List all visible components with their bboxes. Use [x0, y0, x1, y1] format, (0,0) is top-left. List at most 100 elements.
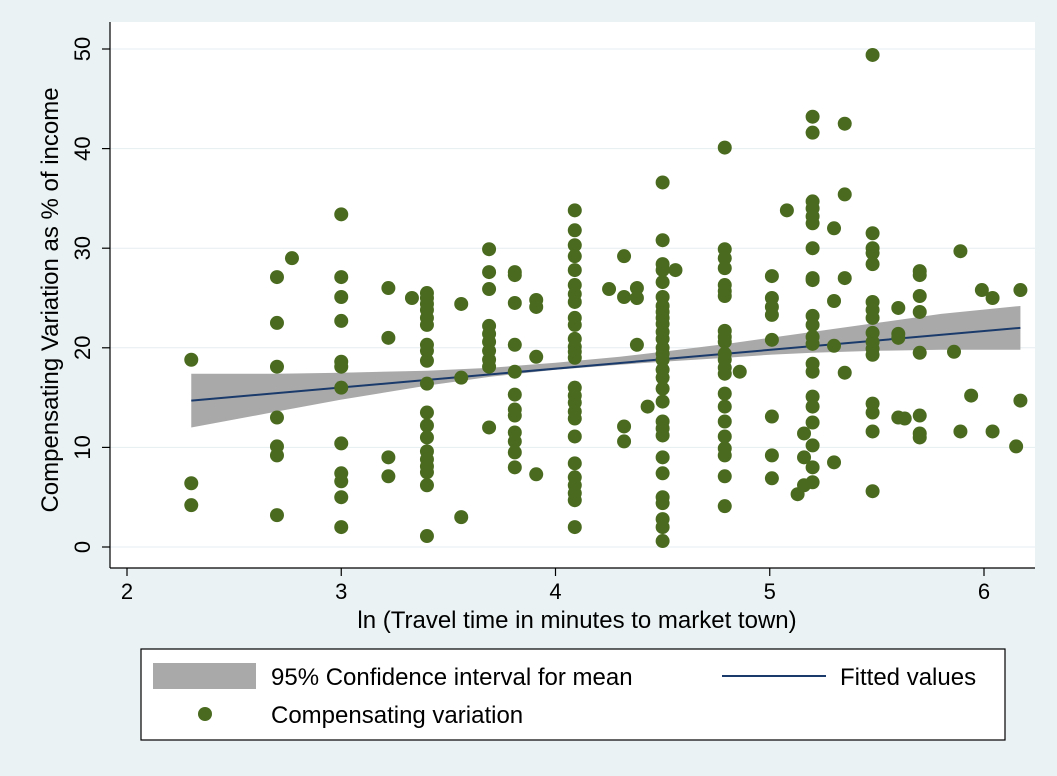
data-point: [797, 450, 812, 465]
data-point: [629, 281, 644, 296]
data-point: [507, 460, 522, 475]
data-point: [529, 349, 544, 364]
data-point: [567, 203, 582, 218]
y-tick-label: 10: [70, 435, 95, 459]
data-point: [655, 233, 670, 248]
data-point: [912, 408, 927, 423]
data-point: [334, 207, 349, 222]
data-point: [419, 529, 434, 544]
data-point: [269, 315, 284, 330]
data-point: [897, 411, 912, 426]
data-point: [805, 415, 820, 430]
data-point: [269, 359, 284, 374]
data-point: [567, 223, 582, 238]
data-point: [827, 293, 842, 308]
data-point: [953, 244, 968, 259]
data-point: [779, 203, 794, 218]
axes: 0 10 20 30 40 50 2 3 4 5 6: [70, 22, 1035, 604]
fitted-line: [191, 326, 1021, 402]
data-point: [334, 359, 349, 374]
data-point: [529, 467, 544, 482]
data-point: [865, 347, 880, 362]
data-point: [334, 520, 349, 535]
data-point: [805, 399, 820, 414]
data-point: [567, 350, 582, 365]
data-point: [805, 438, 820, 453]
data-point: [717, 499, 732, 514]
legend-swatch-marker: [198, 707, 212, 721]
x-tick-label: 3: [335, 579, 347, 604]
data-point: [717, 334, 732, 349]
data-point: [912, 289, 927, 304]
data-point: [655, 428, 670, 443]
data-point: [668, 263, 683, 278]
data-point: [827, 455, 842, 470]
data-point: [865, 47, 880, 62]
x-tick-label: 6: [978, 579, 990, 604]
data-point: [655, 381, 670, 396]
data-point: [507, 295, 522, 310]
data-point: [837, 365, 852, 380]
data-point: [805, 389, 820, 404]
data-point: [507, 434, 522, 449]
data-point: [732, 364, 747, 379]
data-point: [419, 418, 434, 433]
y-axis-title: Compensating Variation as % of income: [37, 87, 64, 512]
data-point: [269, 448, 284, 463]
data-point: [567, 493, 582, 508]
data-point: [865, 424, 880, 439]
data-point: [617, 249, 632, 264]
data-point: [912, 304, 927, 319]
data-point: [334, 436, 349, 451]
legend-box: [140, 648, 1006, 741]
data-point: [947, 344, 962, 359]
data-point: [454, 296, 469, 311]
data-point: [381, 450, 396, 465]
data-point: [1013, 283, 1028, 298]
data-point: [655, 466, 670, 481]
data-point: [381, 281, 396, 296]
data-point: [797, 426, 812, 441]
data-point: [269, 508, 284, 523]
data-point: [567, 263, 582, 278]
data-point: [602, 282, 617, 297]
data-point: [912, 430, 927, 445]
data-point: [655, 520, 670, 535]
legend-label-ci: 95% Confidence interval for mean: [271, 664, 633, 691]
data-point: [284, 251, 299, 266]
data-point: [381, 330, 396, 345]
data-point: [629, 291, 644, 305]
x-tick-label: 2: [121, 579, 133, 604]
data-point: [805, 317, 820, 332]
data-point: [419, 353, 434, 368]
data-point: [567, 317, 582, 332]
data-point: [891, 330, 906, 345]
data-point: [827, 338, 842, 353]
data-point: [655, 394, 670, 409]
data-point: [655, 370, 670, 385]
data-point: [482, 282, 497, 297]
data-point: [764, 332, 779, 347]
data-point: [865, 310, 880, 325]
y-tick-label: 20: [70, 336, 95, 360]
data-point: [184, 352, 199, 367]
data-point: [334, 313, 349, 328]
data-point: [419, 465, 434, 480]
data-point: [482, 420, 497, 435]
data-point: [334, 270, 349, 285]
x-tick-label: 4: [549, 579, 561, 604]
data-point: [454, 370, 469, 385]
data-point: [764, 269, 779, 284]
data-point: [912, 268, 927, 283]
data-point: [419, 430, 434, 445]
data-point: [617, 290, 632, 305]
data-point: [269, 410, 284, 425]
data-point: [764, 471, 779, 486]
data-point: [507, 268, 522, 283]
data-point: [454, 510, 469, 525]
data-point: [805, 336, 820, 351]
data-point: [865, 226, 880, 241]
data-point: [717, 386, 732, 401]
data-point: [567, 249, 582, 264]
data-point: [655, 352, 670, 367]
